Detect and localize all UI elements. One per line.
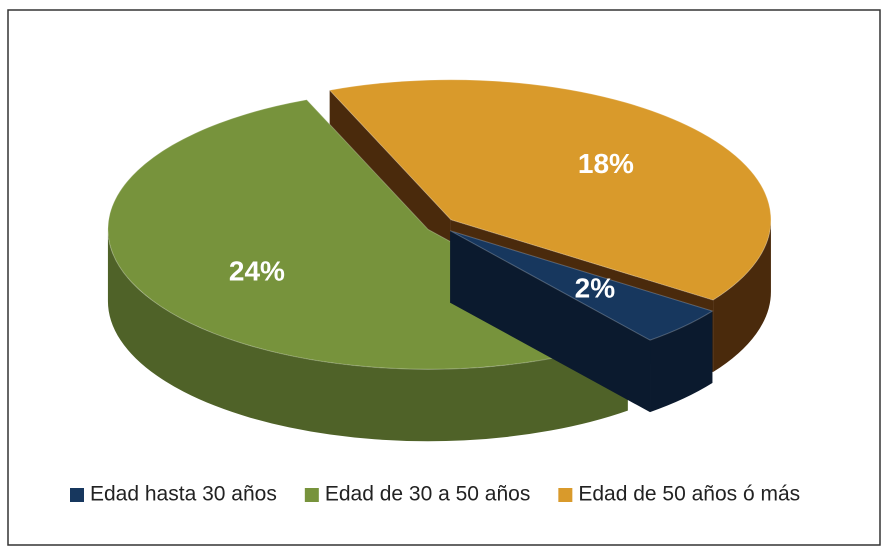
slice-side bbox=[650, 311, 713, 413]
legend-text: Edad de 50 años ó más bbox=[578, 483, 800, 506]
legend-swatch bbox=[304, 488, 319, 502]
legend-text: Edad hasta 30 años bbox=[90, 483, 277, 506]
slice-top bbox=[449, 230, 714, 341]
slice-side bbox=[107, 229, 628, 442]
legend-text: Edad de 30 a 50 años bbox=[325, 483, 531, 506]
legend-swatch bbox=[558, 488, 573, 502]
slice bbox=[449, 230, 714, 413]
slice-edge bbox=[450, 230, 651, 413]
slice-side bbox=[713, 219, 771, 373]
slice-label: 18% bbox=[578, 148, 634, 179]
legend: Edad hasta 30 años Edad de 30 a 50 años Ed… bbox=[70, 483, 800, 506]
slice-label: 2% bbox=[575, 273, 616, 304]
pie: 2% 24% 18% bbox=[107, 79, 772, 442]
legend-swatch bbox=[70, 488, 84, 502]
slice-label: 24% bbox=[229, 256, 285, 287]
slice-top bbox=[328, 79, 772, 301]
